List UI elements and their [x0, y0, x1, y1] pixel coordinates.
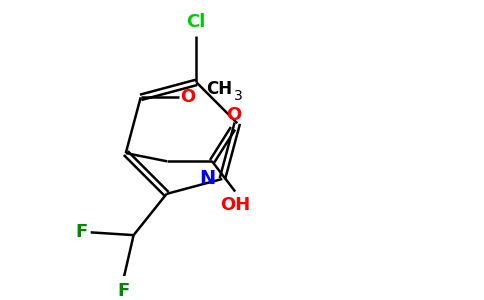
Text: OH: OH: [221, 196, 251, 214]
Text: O: O: [226, 106, 241, 124]
Text: CH: CH: [206, 80, 232, 98]
Text: N: N: [199, 169, 216, 188]
Text: Cl: Cl: [186, 13, 205, 31]
Text: F: F: [118, 282, 130, 300]
Text: O: O: [180, 88, 195, 106]
Text: F: F: [75, 224, 88, 242]
Text: 3: 3: [234, 89, 242, 103]
